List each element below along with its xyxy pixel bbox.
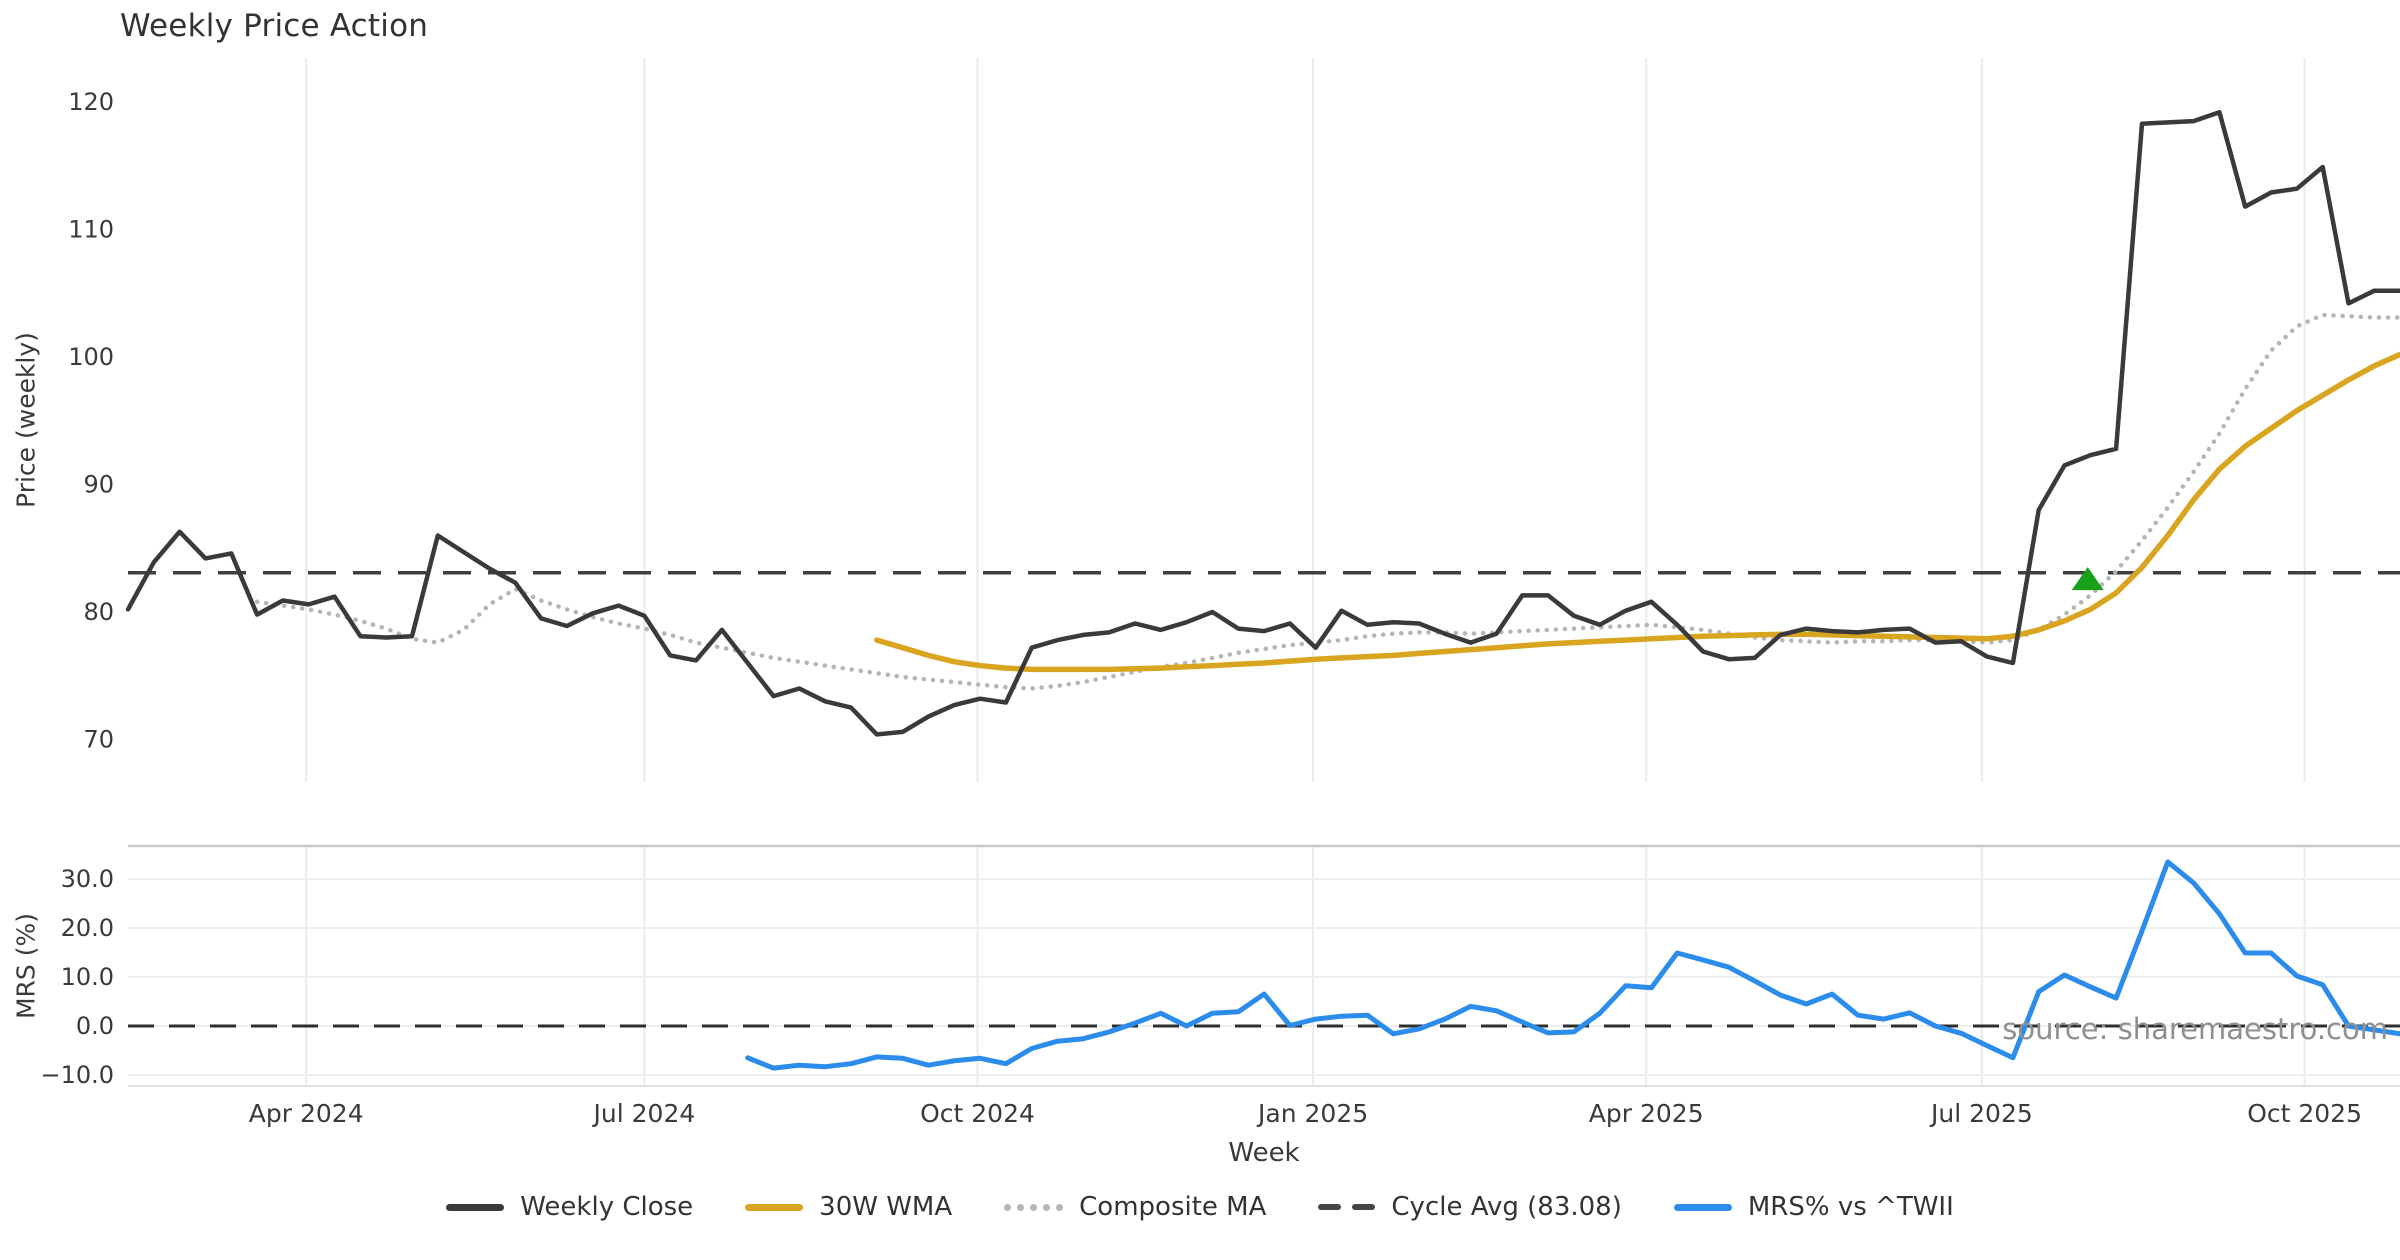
legend-label: Cycle Avg (83.08) [1391, 1192, 1622, 1222]
wma-swatch-icon [745, 1203, 804, 1211]
legend-label: Weekly Close [520, 1192, 694, 1222]
legend-label: Composite MA [1079, 1192, 1267, 1222]
legend-label: MRS% vs ^TWII [1747, 1192, 1954, 1222]
weekly-close-line [125, 109, 2400, 737]
price-y-tick-label: 110 [68, 216, 114, 244]
x-tick-label: Oct 2024 [920, 1099, 1035, 1128]
wma-line [874, 351, 2400, 673]
mrs-y-tick-label: 10.0 [61, 963, 114, 991]
x-axis-title: Week [1228, 1138, 1300, 1168]
mrs-line [745, 859, 2400, 1071]
mrs-y-tick-label: 30.0 [61, 865, 114, 893]
mrs-swatch-icon [1673, 1203, 1732, 1211]
signal-triangle-marker [2071, 567, 2104, 591]
x-tick-label: Jul 2025 [1929, 1099, 2033, 1128]
legend-item-mrs: MRS% vs ^TWII [1673, 1192, 1954, 1222]
chart-title: Weekly Price Action [120, 8, 429, 44]
cycle-avg-swatch-icon [1318, 1203, 1376, 1211]
price-y-tick-label: 70 [83, 726, 114, 754]
mrs-y-tick-label: 20.0 [61, 914, 114, 942]
x-tick-label: Jul 2024 [592, 1099, 696, 1128]
legend-item-30w-wma: 30W WMA [745, 1192, 952, 1222]
mrs-y-tick-label: 0.0 [76, 1012, 114, 1040]
x-tick-label: Apr 2024 [249, 1099, 364, 1128]
weekly-close-swatch-icon [446, 1203, 505, 1211]
price-y-tick-label: 100 [68, 343, 114, 371]
legend-item-composite-ma: Composite MA [1004, 1192, 1266, 1222]
price-axis-title: Price (weekly) [11, 332, 41, 508]
x-tick-label: Apr 2025 [1589, 1099, 1704, 1128]
mrs-axis-title: MRS (%) [11, 912, 41, 1020]
legend-item-cycle-avg: Cycle Avg (83.08) [1318, 1192, 1622, 1222]
price-y-tick-label: 120 [68, 88, 114, 116]
legend-label: 30W WMA [819, 1192, 953, 1222]
price-y-tick-label: 80 [83, 598, 114, 626]
legend: Weekly Close 30W WMA Composite MA Cycle … [0, 1192, 2400, 1222]
x-tick-label: Jan 2025 [1256, 1099, 1368, 1128]
mrs-y-tick-label: −10.0 [40, 1061, 114, 1089]
source-note: source: sharemaestro.com [2002, 1012, 2388, 1046]
composite-ma-swatch-icon [1004, 1203, 1064, 1211]
x-tick-label: Oct 2025 [2247, 1099, 2362, 1128]
legend-item-weekly-close: Weekly Close [446, 1192, 693, 1222]
price-y-tick-label: 90 [83, 471, 114, 499]
